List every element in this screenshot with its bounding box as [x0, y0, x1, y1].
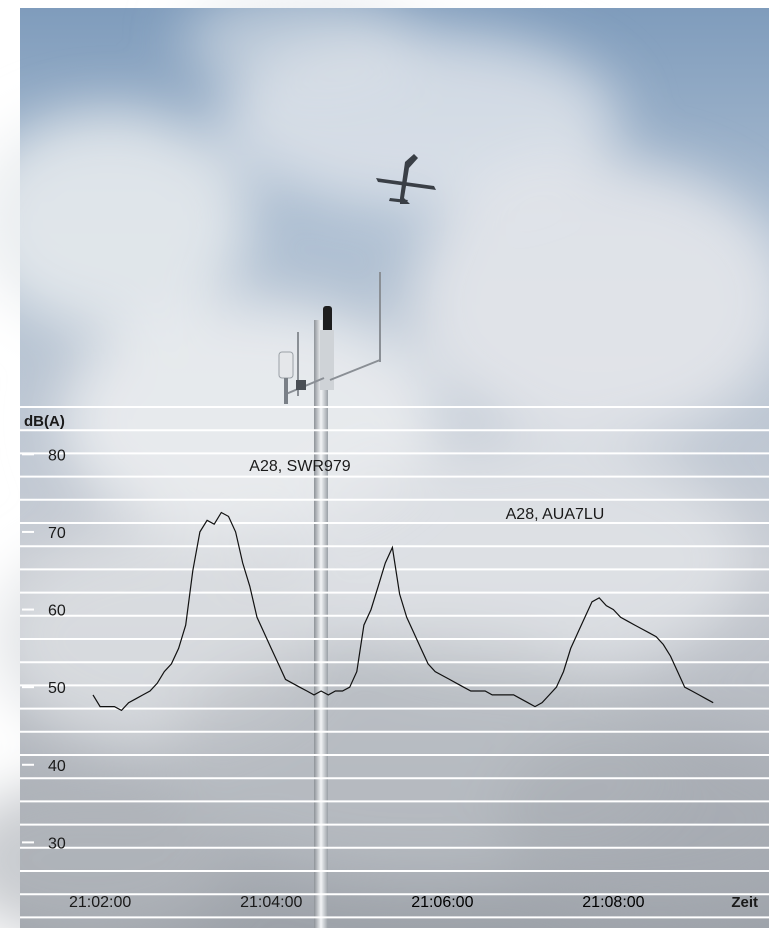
airplane-icon [376, 154, 436, 204]
y-tick-label: 80 [48, 447, 66, 464]
y-tick-label: 70 [48, 525, 66, 542]
y-axis-ticks: 30 40 50 60 70 80 [22, 447, 66, 852]
y-axis-label: dB(A) [24, 413, 65, 430]
x-axis-tick-labels: 21:02:00 21:04:00 21:06:00 21:08:00 [69, 894, 645, 911]
measurement-mast [278, 272, 381, 928]
annotation-label: A28, AUA7LU [506, 506, 605, 523]
y-tick-label: 60 [48, 603, 66, 620]
annotation-label: A28, SWR979 [249, 458, 350, 475]
x-axis-label: Zeit [731, 894, 758, 911]
y-tick-label: 50 [48, 680, 66, 697]
sound-level-line [92, 511, 714, 712]
x-tick-label: 21:04:00 [240, 894, 302, 911]
x-tick-label: 21:06:00 [411, 894, 473, 911]
y-tick-label: 40 [48, 758, 66, 775]
x-tick-label: 21:02:00 [69, 894, 131, 911]
annotations: A28, SWR979 A28, AUA7LU [249, 458, 604, 523]
horizontal-grid-lines [20, 406, 769, 919]
x-tick-label: 21:08:00 [582, 894, 644, 911]
y-tick-label: 30 [48, 835, 66, 852]
